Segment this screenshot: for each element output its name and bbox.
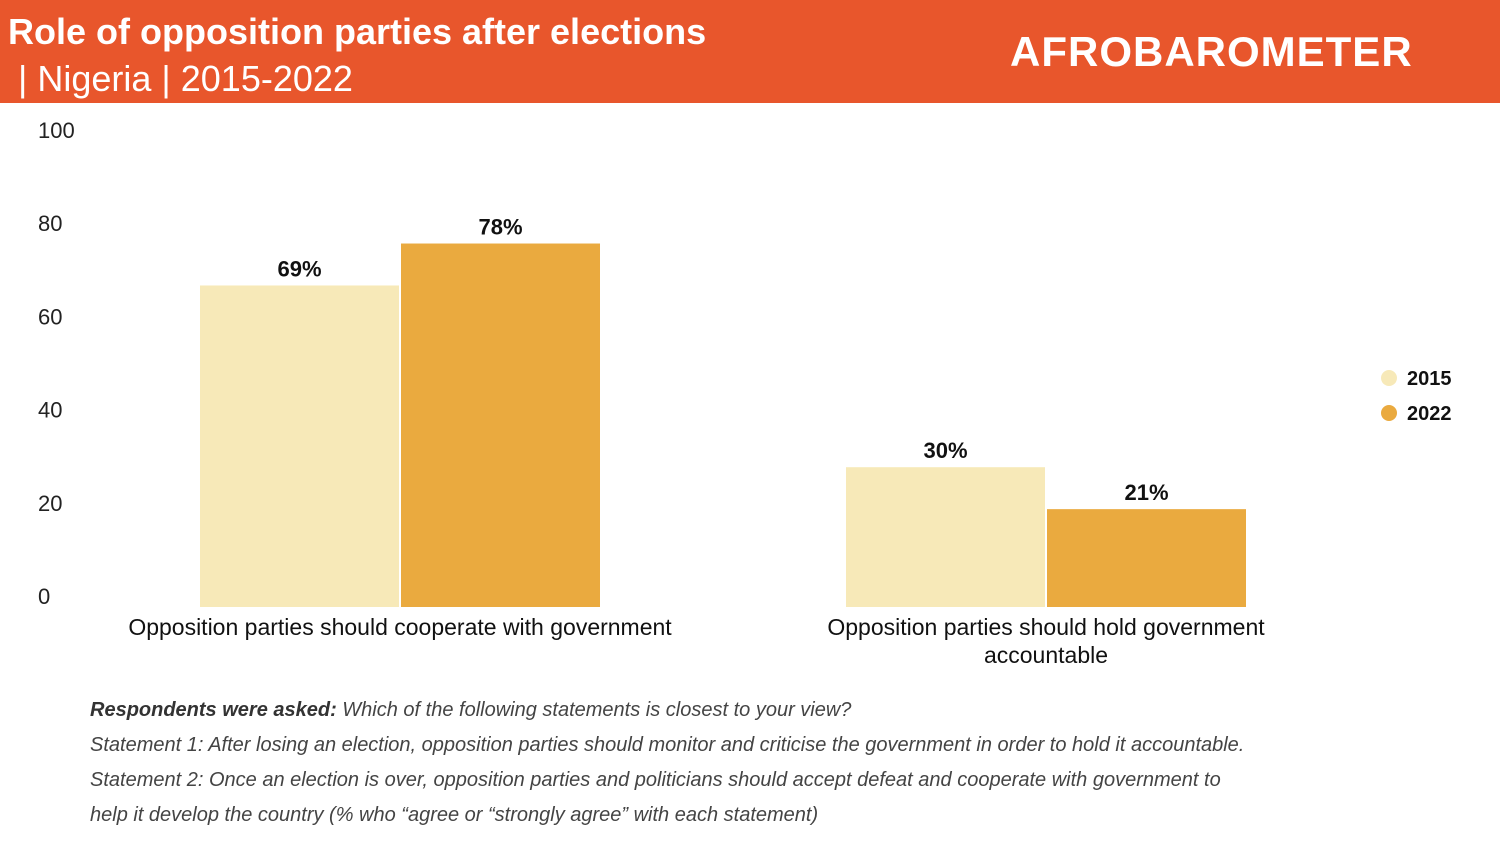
- logo-text: AFROBAROMETER: [1010, 28, 1413, 74]
- legend-marker-2022: [1381, 405, 1397, 421]
- data-labels: 69% 78% 30% 21%: [277, 215, 1168, 506]
- bars: [200, 243, 1246, 607]
- data-label-2022-2: 21%: [1124, 480, 1168, 505]
- legend-marker-2015: [1381, 370, 1397, 386]
- chart-title: Role of opposition parties after electio…: [8, 11, 707, 52]
- header-banner: Role of opposition parties after electio…: [0, 0, 1500, 103]
- y-tick-label: 60: [38, 304, 62, 329]
- footnote-statement-2-line-1: Statement 2: Once an election is over, o…: [90, 769, 1221, 791]
- footnote-statement-2-line-2: help it develop the country (% who “agre…: [90, 804, 819, 826]
- y-tick-label: 20: [38, 491, 62, 516]
- chart-subtitle: | Nigeria | 2015-2022: [18, 58, 353, 99]
- bar-2022-1: [401, 243, 600, 607]
- data-label-2022-1: 78%: [478, 215, 522, 240]
- footnote: Respondents were asked: Which of the fol…: [90, 693, 1470, 833]
- data-label-2015-2: 30%: [923, 438, 967, 463]
- legend: 2015 2022: [1381, 368, 1452, 425]
- y-tick-label: 40: [38, 398, 62, 423]
- footnote-question-line: Respondents were asked: Which of the fol…: [90, 693, 1470, 728]
- logo-wordmark: AFROBAROMETER: [1010, 28, 1413, 74]
- footnote-statement-1: Statement 1: After losing an election, o…: [90, 734, 1245, 756]
- bar-chart: 0 20 40 60 80 100 69% 78% 30% 21% Opposition par…: [38, 118, 1452, 668]
- legend-label-2022: 2022: [1407, 403, 1452, 425]
- y-tick-label: 0: [38, 584, 50, 609]
- footnote-question: Which of the following statements is clo…: [336, 699, 852, 721]
- y-axis: 0 20 40 60 80 100: [38, 118, 75, 609]
- category-label: Opposition parties should cooperate with…: [128, 614, 672, 640]
- x-axis: Opposition parties should cooperate with…: [128, 614, 1265, 668]
- bar-2015-2: [846, 467, 1045, 607]
- y-tick-label: 100: [38, 118, 75, 143]
- y-tick-label: 80: [38, 211, 62, 236]
- afrobarometer-logo: AFROBAROMETER: [1010, 24, 1430, 74]
- footnote-lead: Respondents were asked:: [90, 699, 337, 721]
- legend-label-2015: 2015: [1407, 368, 1452, 390]
- bar-2015-1: [200, 285, 399, 607]
- category-label: accountable: [984, 642, 1108, 668]
- category-label: Opposition parties should hold governmen…: [827, 614, 1265, 640]
- data-label-2015-1: 69%: [277, 256, 321, 281]
- bar-2022-2: [1047, 509, 1246, 607]
